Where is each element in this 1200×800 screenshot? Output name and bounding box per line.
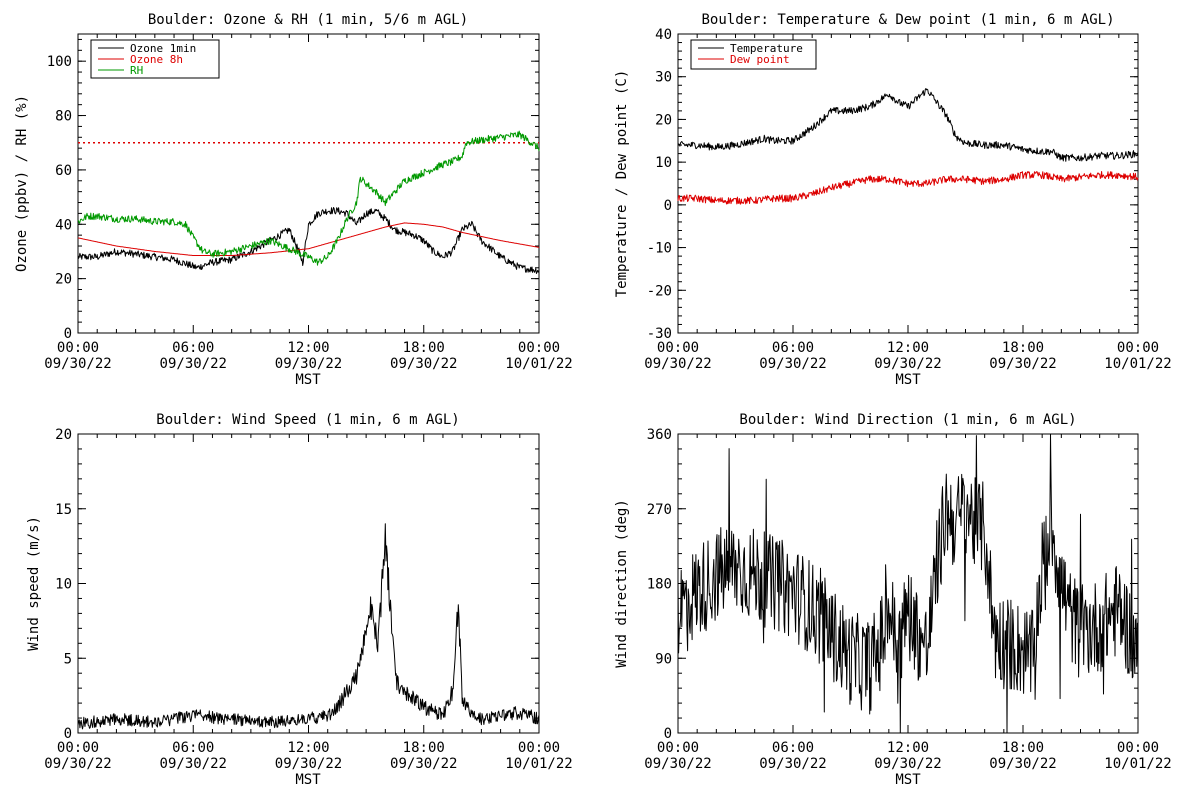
x-tick-label-time: 12:00 xyxy=(287,340,329,356)
x-tick-label-time: 18:00 xyxy=(403,740,445,756)
x-tick-label-date: 09/30/22 xyxy=(160,356,227,372)
x-tick-label-time: 06:00 xyxy=(172,340,214,356)
x-tick-label-date: 09/30/22 xyxy=(275,356,342,372)
x-tick-label-time: 06:00 xyxy=(172,740,214,756)
chart-title: Boulder: Wind Direction (1 min, 6 m AGL) xyxy=(739,412,1076,428)
x-tick-label-time: 18:00 xyxy=(1002,340,1044,356)
x-tick-label-date: 09/30/22 xyxy=(44,356,111,372)
y-tick-label: 20 xyxy=(655,112,672,128)
chart-title: Boulder: Temperature & Dew point (1 min,… xyxy=(701,12,1114,28)
x-tick-label-time: 00:00 xyxy=(518,340,560,356)
y-tick-label: 40 xyxy=(655,27,672,43)
series-line-temperature xyxy=(677,88,1139,162)
plot-frame xyxy=(77,433,540,734)
plot-frame xyxy=(77,33,540,334)
y-tick-label: 80 xyxy=(55,109,72,125)
x-tick-label-date: 09/30/22 xyxy=(874,356,941,372)
x-tick-label-date: 09/30/22 xyxy=(275,756,342,772)
x-tick-label-date: 09/30/22 xyxy=(644,356,711,372)
y-tick-label: 10 xyxy=(655,155,672,171)
y-tick-label: 5 xyxy=(64,651,72,667)
x-tick-label-time: 00:00 xyxy=(518,740,560,756)
legend-label-dew-point: Dew point xyxy=(730,53,790,66)
x-axis-label: MST xyxy=(295,772,321,788)
y-tick-label: 40 xyxy=(55,217,72,233)
y-tick-label: 0 xyxy=(64,326,72,342)
chart-title: Boulder: Wind Speed (1 min, 6 m AGL) xyxy=(156,412,459,428)
y-tick-label: 0 xyxy=(64,726,72,742)
series-line-ozone-8h xyxy=(77,222,540,256)
x-tick-label-time: 06:00 xyxy=(772,340,814,356)
x-tick-label-date: 10/01/22 xyxy=(505,356,572,372)
x-tick-label-date: 09/30/22 xyxy=(759,356,826,372)
x-tick-label-date: 09/30/22 xyxy=(874,756,941,772)
x-tick-label-date: 09/30/22 xyxy=(160,756,227,772)
x-axis-label: MST xyxy=(295,372,321,388)
y-axis-label: Wind direction (deg) xyxy=(614,499,630,668)
y-tick-label: 360 xyxy=(647,427,672,443)
x-tick-label-time: 00:00 xyxy=(1117,740,1159,756)
y-axis-label: Ozone (ppbv) / RH (%) xyxy=(14,95,30,272)
x-tick-label-date: 09/30/22 xyxy=(390,756,457,772)
x-tick-label-date: 09/30/22 xyxy=(390,356,457,372)
series-line-rh xyxy=(77,130,540,266)
x-tick-label-time: 00:00 xyxy=(1117,340,1159,356)
x-tick-label-date: 09/30/22 xyxy=(989,356,1056,372)
y-tick-label: 90 xyxy=(655,651,672,667)
x-tick-label-date: 09/30/22 xyxy=(989,756,1056,772)
series-line-panel-3 xyxy=(677,433,1139,734)
x-tick-label-time: 18:00 xyxy=(403,340,445,356)
y-tick-label: 180 xyxy=(647,577,672,593)
series-line-panel-2 xyxy=(77,523,540,730)
panel-wind-direction: Boulder: Wind Direction (1 min, 6 m AGL)… xyxy=(614,412,1172,788)
x-tick-label-time: 00:00 xyxy=(57,340,99,356)
legend: Temperature Dew point xyxy=(690,39,817,70)
y-tick-label: 0 xyxy=(664,726,672,742)
x-tick-label-time: 18:00 xyxy=(1002,740,1044,756)
panel-temperature-dewpoint: Boulder: Temperature & Dew point (1 min,… xyxy=(614,12,1172,388)
y-axis-label: Wind speed (m/s) xyxy=(26,516,42,651)
x-tick-label-date: 09/30/22 xyxy=(759,756,826,772)
legend-box xyxy=(690,39,817,70)
x-tick-label-time: 06:00 xyxy=(772,740,814,756)
y-tick-label: 0 xyxy=(664,198,672,214)
panel-ozone-rh: Boulder: Ozone & RH (1 min, 5/6 m AGL) 0… xyxy=(14,12,573,388)
y-tick-label: 10 xyxy=(55,577,72,593)
x-tick-label-time: 12:00 xyxy=(287,740,329,756)
y-tick-label: 100 xyxy=(47,54,72,70)
x-tick-label-date: 10/01/22 xyxy=(505,756,572,772)
x-tick-label-time: 00:00 xyxy=(657,740,699,756)
x-tick-label-time: 12:00 xyxy=(887,340,929,356)
legend: Ozone 1min Ozone 8h RH xyxy=(90,39,220,79)
chart-title: Boulder: Ozone & RH (1 min, 5/6 m AGL) xyxy=(148,12,468,28)
y-tick-label: -20 xyxy=(647,283,672,299)
y-tick-label: 20 xyxy=(55,427,72,443)
x-tick-label-time: 00:00 xyxy=(657,340,699,356)
legend-label-ozone-1min: Ozone 1min xyxy=(130,42,196,55)
y-tick-label: -30 xyxy=(647,326,672,342)
y-tick-label: 30 xyxy=(655,70,672,86)
x-tick-label-time: 12:00 xyxy=(887,740,929,756)
series-line-dew-point xyxy=(677,171,1139,205)
legend-label-temperature: Temperature xyxy=(730,42,803,55)
x-tick-label-date: 10/01/22 xyxy=(1104,756,1171,772)
y-tick-label: 20 xyxy=(55,272,72,288)
series-line-ozone-1min xyxy=(77,207,540,274)
y-tick-label: 15 xyxy=(55,502,72,518)
panel-wind-speed: Boulder: Wind Speed (1 min, 6 m AGL) 0 5 1… xyxy=(26,412,573,788)
x-tick-label-date: 09/30/22 xyxy=(44,756,111,772)
x-axis-label: MST xyxy=(895,772,921,788)
y-axis-label: Temperature / Dew point (C) xyxy=(614,70,630,298)
y-tick-label: 60 xyxy=(55,163,72,179)
x-tick-label-time: 00:00 xyxy=(57,740,99,756)
x-tick-label-date: 09/30/22 xyxy=(644,756,711,772)
x-axis-label: MST xyxy=(895,372,921,388)
legend-label-ozone-8h: Ozone 8h xyxy=(130,53,183,66)
legend-label-rh: RH xyxy=(130,64,143,77)
x-tick-label-date: 10/01/22 xyxy=(1104,356,1171,372)
y-tick-label: -10 xyxy=(647,241,672,257)
y-tick-label: 270 xyxy=(647,502,672,518)
